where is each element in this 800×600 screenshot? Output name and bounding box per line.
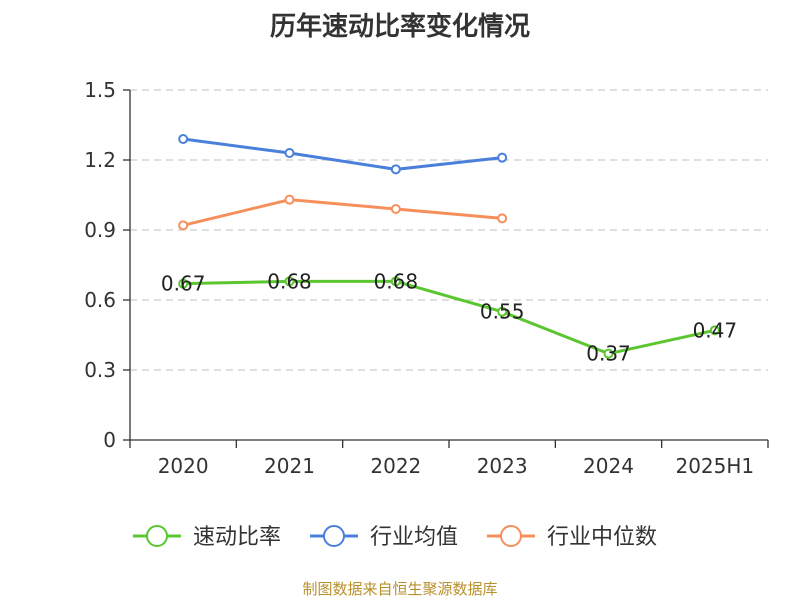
series-line-1 (183, 279, 716, 356)
data-point (178, 278, 189, 289)
data-label: 0.68 (267, 269, 312, 293)
y-tick-label: 1.5 (84, 78, 116, 102)
legend-marker (146, 525, 168, 547)
chart-title: 历年速动比率变化情况 (269, 12, 530, 42)
data-label: 0.67 (161, 272, 206, 296)
data-point (709, 325, 720, 336)
legend-label[interactable]: 速动比率 (193, 525, 281, 550)
series-line-3 (182, 198, 503, 227)
series-line-2 (182, 137, 503, 171)
legend-marker (500, 525, 522, 547)
data-label: 0.37 (586, 342, 631, 366)
y-tick-label: 0.6 (84, 288, 116, 312)
y-tick-label: 0 (103, 428, 116, 452)
data-point (178, 134, 189, 144)
data-point (497, 152, 508, 163)
data-label: 0.55 (480, 300, 525, 324)
data-point (284, 276, 295, 287)
data-label: 0.68 (374, 269, 419, 293)
legend-label[interactable]: 行业中位数 (547, 525, 657, 550)
x-tick-label: 2022 (370, 454, 421, 478)
data-point (603, 348, 614, 359)
y-tick-label: 1.2 (84, 148, 116, 172)
legend-marker (323, 525, 345, 547)
x-tick-label: 2025H1 (675, 454, 754, 478)
data-point (390, 204, 401, 214)
data-point (390, 276, 401, 287)
data-point (497, 306, 508, 317)
data-point (178, 220, 189, 231)
x-tick-label: 2020 (158, 454, 209, 478)
data-label: 0.47 (693, 318, 738, 342)
legend-label[interactable]: 行业均值 (370, 525, 458, 550)
data-point (390, 164, 401, 175)
y-tick-label: 0.9 (84, 218, 116, 242)
source-note: 制图数据来自恒生聚源数据库 (302, 580, 498, 598)
x-tick-label: 2023 (477, 454, 528, 478)
data-point (284, 148, 295, 158)
x-tick-label: 2021 (264, 454, 315, 478)
y-tick-label: 0.3 (84, 358, 116, 382)
data-point (284, 194, 295, 205)
x-tick-label: 2024 (583, 454, 634, 478)
data-point (497, 213, 508, 224)
